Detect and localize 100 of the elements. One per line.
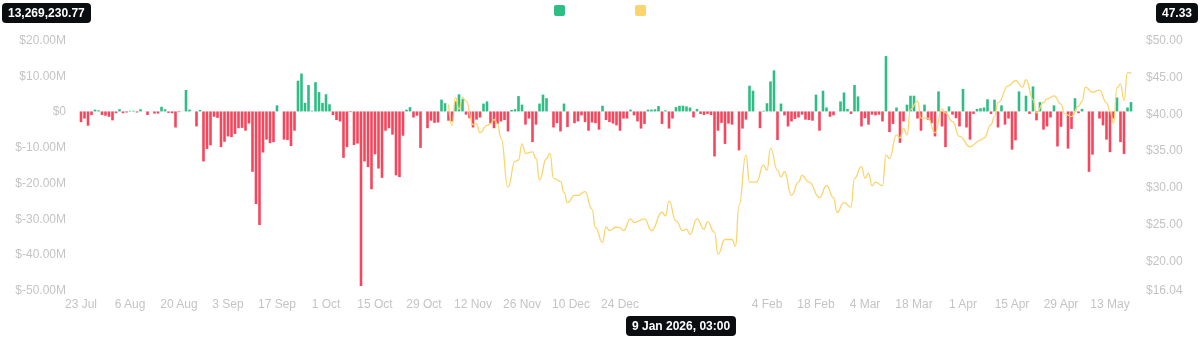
bar	[412, 111, 415, 118]
bar	[832, 111, 835, 116]
y2-tick-label: $25.00	[1146, 217, 1184, 232]
bar	[156, 111, 160, 114]
bar	[335, 111, 338, 120]
bar	[370, 111, 373, 190]
x-tick-label: 3 Sep	[212, 297, 245, 311]
x-tick-label: 15 Oct	[357, 297, 394, 311]
bar	[818, 111, 821, 131]
bar	[608, 111, 611, 123]
bar	[419, 111, 422, 148]
bar	[853, 85, 856, 112]
x-tick-label: 29 Oct	[406, 297, 443, 311]
y-tick-label: $-20.00M	[15, 175, 66, 190]
bar	[496, 111, 499, 124]
bar	[601, 105, 604, 112]
bar	[713, 111, 716, 157]
y2-tick-label: $30.00	[1146, 180, 1184, 195]
line-series	[447, 71, 1132, 255]
x-tick-label: 12 Nov	[453, 297, 493, 311]
bar	[881, 111, 884, 122]
bar	[202, 111, 205, 162]
bar	[195, 111, 198, 127]
bar	[979, 108, 982, 112]
bar	[307, 85, 310, 112]
bar	[153, 111, 156, 114]
x-tick-label: 17 Sep	[257, 297, 297, 311]
bar	[559, 111, 562, 132]
x-tick-label: 24 Dec	[600, 297, 640, 311]
x-tick-label: 1 Oct	[311, 297, 341, 311]
x-tick-label: 4 Feb	[751, 297, 783, 311]
bar	[111, 111, 114, 121]
y2-tick-label: $16.04	[1146, 283, 1184, 297]
bar	[706, 111, 709, 114]
bar	[552, 111, 555, 128]
bar	[923, 104, 926, 112]
bar	[524, 111, 527, 125]
text: 9 Jan 2026, 03:00	[626, 316, 737, 336]
bar	[314, 82, 317, 112]
bar	[398, 111, 401, 178]
x-tick-label: 10 Dec	[551, 297, 591, 311]
bar	[440, 99, 443, 112]
bar	[517, 96, 520, 112]
bar	[139, 109, 142, 112]
bar	[545, 98, 548, 112]
bar	[888, 111, 891, 133]
bar	[993, 99, 996, 112]
x-tick-label: 13 May	[1090, 297, 1130, 311]
bar	[300, 73, 303, 112]
bar	[678, 105, 681, 112]
bar	[692, 111, 695, 118]
bar	[258, 111, 261, 225]
bar	[685, 106, 688, 112]
x-tick-label: 18 Mar	[895, 297, 933, 311]
bar	[209, 111, 212, 146]
x-tick-label: 4 Mar	[849, 297, 881, 311]
bar	[433, 111, 436, 123]
bar	[489, 111, 492, 124]
x-tick-label: 26 Nov	[502, 297, 542, 311]
y-tick-label: $-10.00M	[15, 140, 66, 155]
bar	[587, 111, 590, 131]
bar	[860, 111, 863, 127]
bar	[230, 111, 233, 138]
y2-tick-label: $45.00	[1146, 69, 1184, 84]
bar	[748, 85, 751, 112]
x-tick-label: 6 Aug	[114, 297, 146, 311]
bar	[146, 111, 149, 115]
bar	[804, 111, 807, 120]
bar	[426, 111, 429, 129]
bar	[342, 111, 345, 158]
y-tick-label: $20.00M	[19, 33, 66, 47]
bar	[958, 111, 961, 127]
y-tick-label: $-30.00M	[15, 211, 66, 226]
bar	[1028, 111, 1031, 114]
bar	[699, 111, 702, 114]
bar	[811, 111, 814, 121]
x-tick-label: 1 Apr	[948, 297, 978, 311]
bar	[244, 111, 247, 131]
x-tick-label: 15 Apr	[994, 297, 1030, 311]
y2-tick-label: $40.00	[1146, 106, 1184, 121]
bar	[160, 106, 163, 112]
y-tick-label: $-50.00M	[15, 283, 66, 297]
bar	[272, 111, 275, 143]
bar	[482, 103, 485, 112]
bar	[104, 111, 107, 116]
bar	[944, 111, 947, 148]
y2-tick-label: $20.00	[1146, 253, 1184, 268]
bar	[867, 111, 870, 125]
bar	[895, 107, 898, 112]
y-tick-label: $-40.00M	[15, 247, 66, 262]
y-tick-label: $0	[52, 104, 67, 119]
bar	[797, 111, 800, 118]
bar	[986, 99, 989, 112]
bar	[174, 111, 177, 128]
bar	[573, 111, 576, 124]
bar	[937, 91, 940, 112]
y2-tick-label: $50.00	[1146, 33, 1184, 47]
bar	[1000, 105, 1003, 112]
bar	[1042, 111, 1045, 130]
x-tick-label: 18 Feb	[797, 297, 836, 311]
